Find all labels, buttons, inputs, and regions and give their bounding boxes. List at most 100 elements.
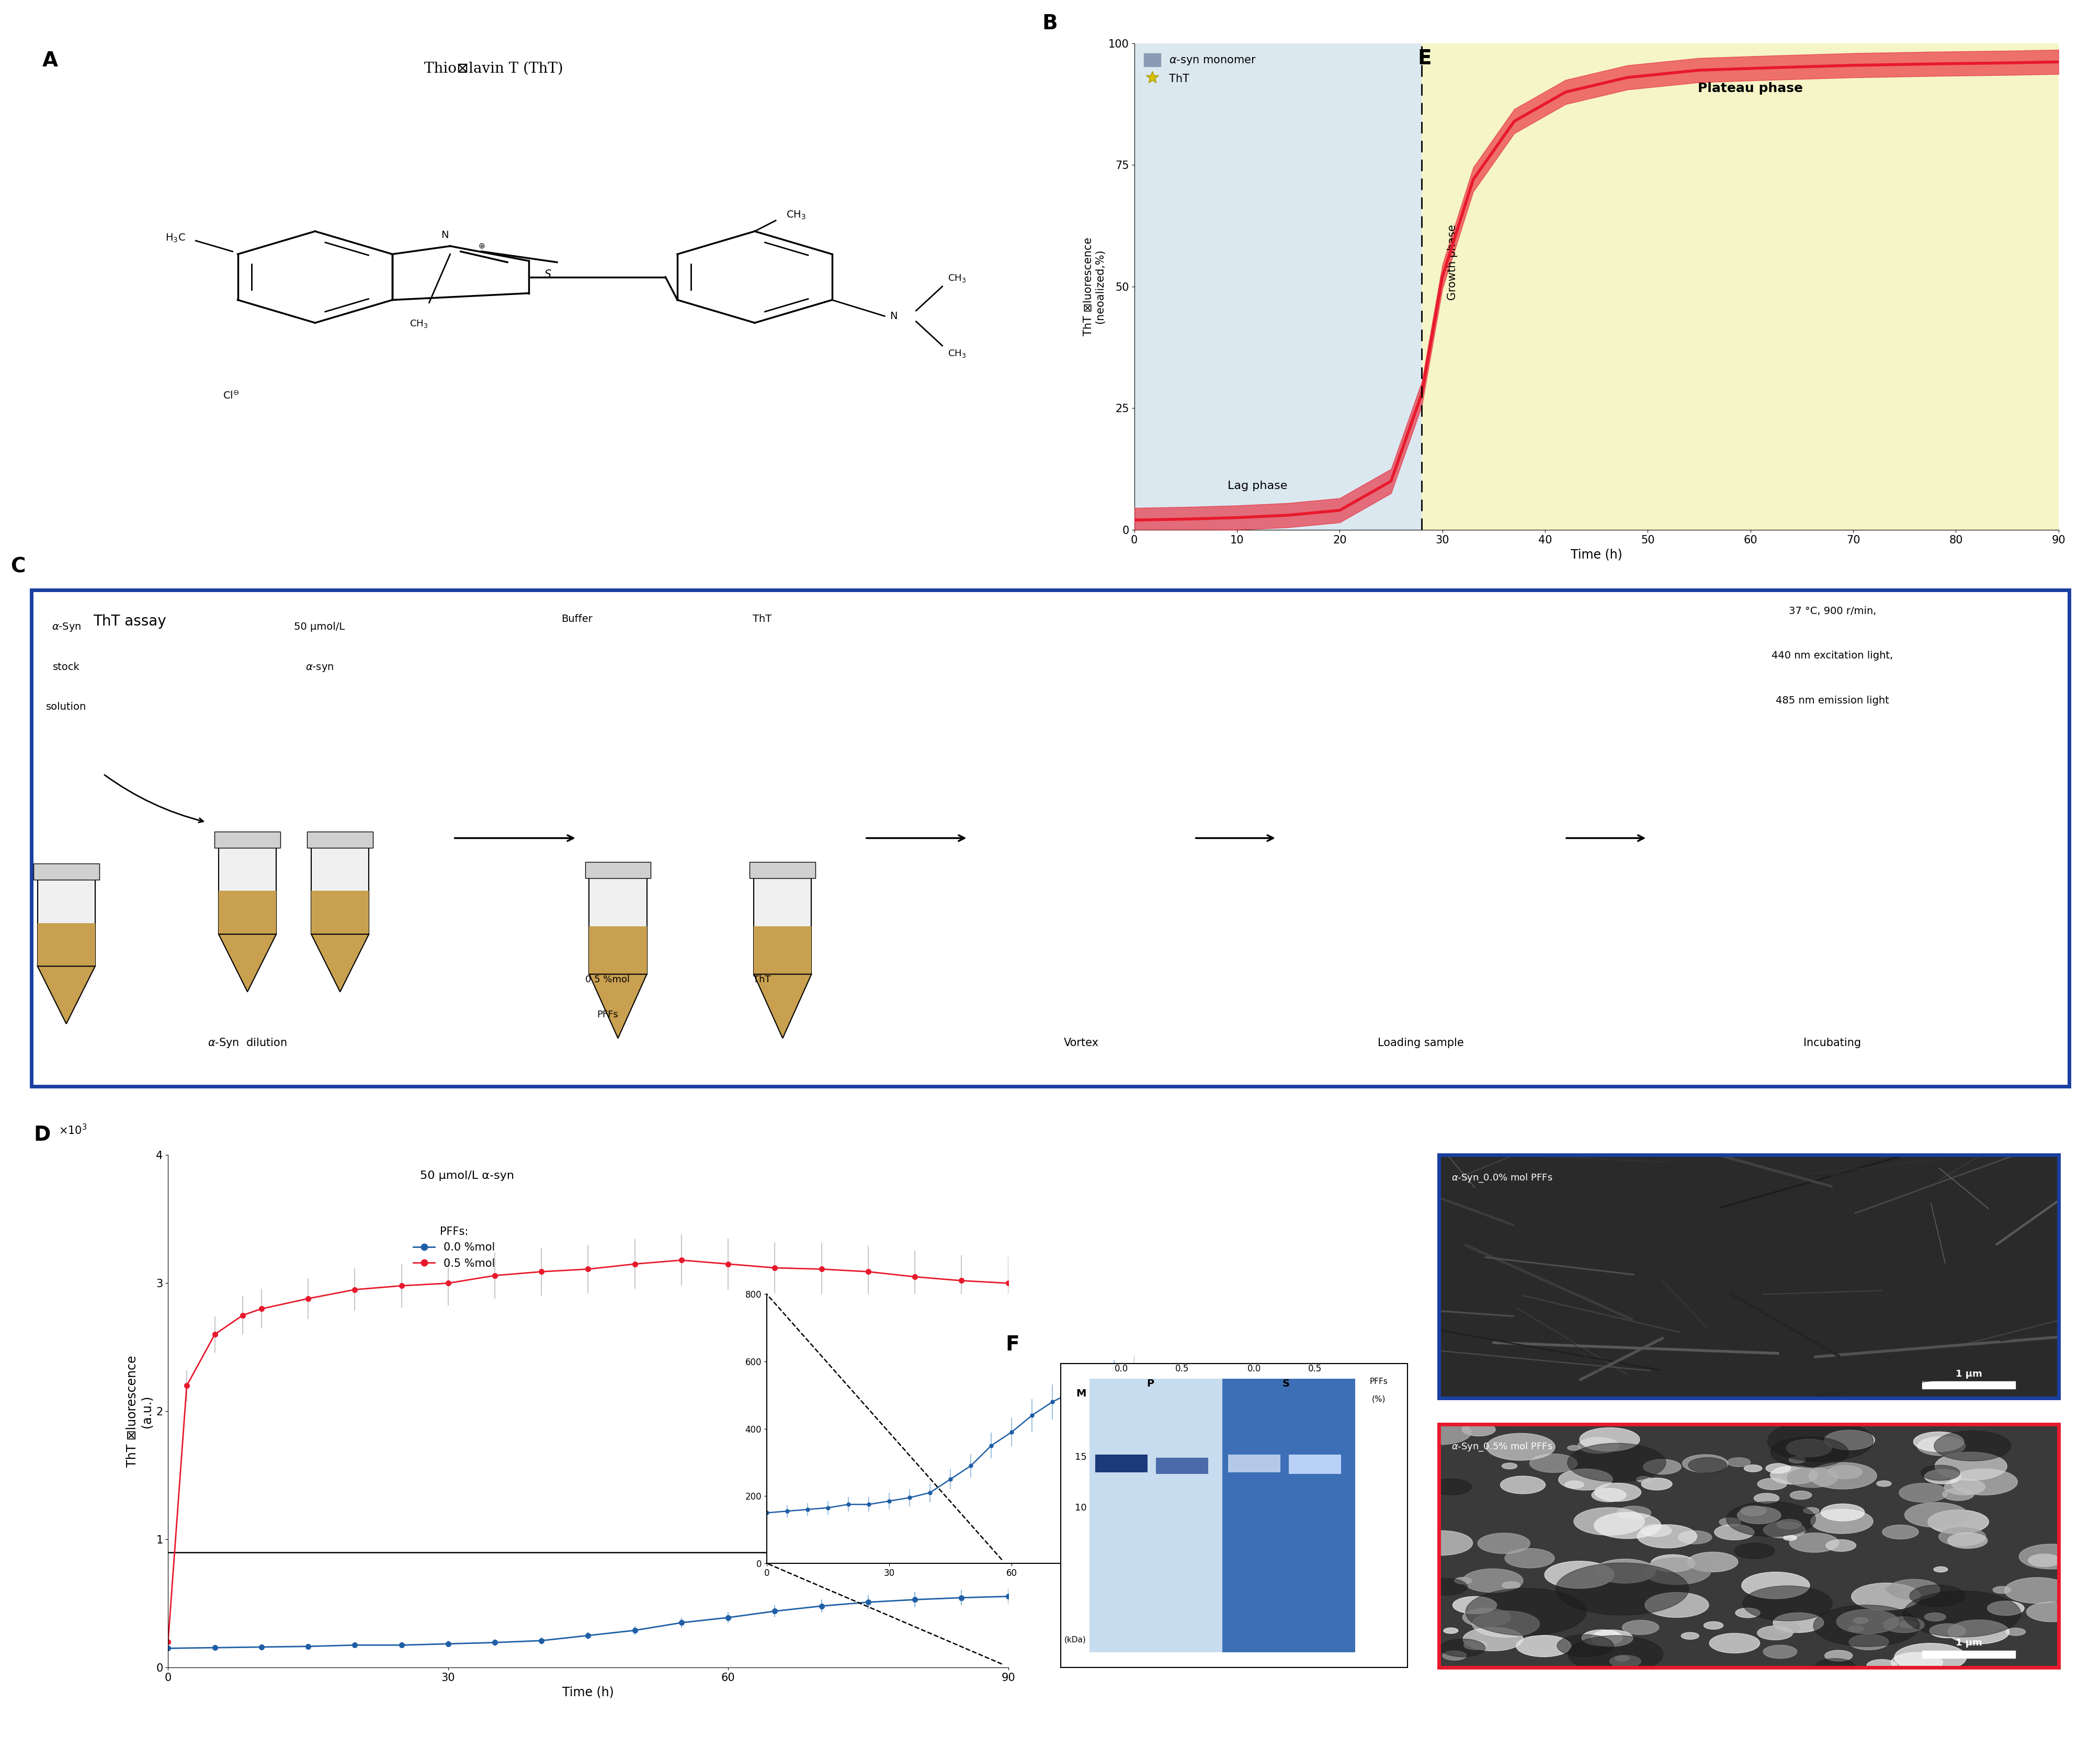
Circle shape	[1758, 1626, 1793, 1640]
FancyBboxPatch shape	[588, 926, 647, 974]
FancyBboxPatch shape	[588, 879, 647, 974]
Circle shape	[1709, 1633, 1760, 1654]
Circle shape	[1783, 1536, 1796, 1541]
Text: Thio⊠lavin T (ThT): Thio⊠lavin T (ThT)	[424, 61, 563, 76]
Circle shape	[1573, 1508, 1644, 1536]
Circle shape	[1726, 1457, 1749, 1466]
Circle shape	[1644, 1593, 1707, 1617]
Circle shape	[1462, 1628, 1522, 1650]
Circle shape	[1621, 1621, 1659, 1635]
Text: E: E	[1418, 49, 1432, 68]
Circle shape	[1487, 1433, 1554, 1461]
Text: Vortex: Vortex	[1063, 1039, 1098, 1049]
Circle shape	[1903, 1591, 2020, 1636]
Circle shape	[1772, 1612, 1823, 1633]
Circle shape	[1942, 1489, 1974, 1501]
Circle shape	[1825, 1430, 1875, 1450]
Text: B: B	[1042, 14, 1056, 33]
Circle shape	[1651, 1555, 1695, 1572]
Text: 0.0: 0.0	[1115, 1364, 1128, 1374]
Circle shape	[1741, 1506, 1766, 1516]
Circle shape	[1424, 1579, 1468, 1595]
Circle shape	[1564, 1482, 1583, 1489]
Circle shape	[1808, 1463, 1875, 1489]
Circle shape	[1615, 1655, 1630, 1661]
Circle shape	[1835, 1610, 1898, 1635]
Text: 37 °C, 900 r/min,: 37 °C, 900 r/min,	[1789, 606, 1875, 617]
Circle shape	[1703, 1622, 1722, 1629]
Text: $\times 10^3$: $\times 10^3$	[59, 1124, 88, 1136]
Text: Buffer: Buffer	[561, 615, 592, 624]
Circle shape	[1502, 1582, 1520, 1589]
FancyBboxPatch shape	[1096, 1456, 1147, 1473]
Circle shape	[1516, 1635, 1571, 1657]
Text: solution: solution	[46, 702, 86, 712]
Circle shape	[1825, 1650, 1852, 1661]
Circle shape	[1898, 1621, 1917, 1628]
Text: $\alpha$-Syn: $\alpha$-Syn	[52, 622, 82, 632]
Circle shape	[1814, 1659, 1854, 1674]
Text: H$_3$C: H$_3$C	[166, 233, 185, 243]
Circle shape	[1462, 1569, 1522, 1593]
Circle shape	[1888, 1579, 1938, 1600]
Circle shape	[1898, 1483, 1947, 1503]
Circle shape	[1636, 1476, 1651, 1482]
Circle shape	[1945, 1478, 1984, 1496]
FancyBboxPatch shape	[214, 832, 279, 848]
Circle shape	[1737, 1506, 1781, 1523]
Text: N: N	[441, 231, 449, 240]
Circle shape	[1642, 1459, 1680, 1475]
Circle shape	[1875, 1480, 1890, 1487]
Circle shape	[1894, 1643, 1966, 1671]
FancyBboxPatch shape	[311, 848, 370, 935]
Circle shape	[1947, 1532, 1987, 1548]
Circle shape	[1882, 1525, 1917, 1539]
FancyBboxPatch shape	[750, 862, 815, 879]
Circle shape	[1766, 1464, 1789, 1473]
Circle shape	[1852, 1617, 1867, 1624]
Circle shape	[1714, 1525, 1753, 1541]
FancyBboxPatch shape	[1289, 1456, 1340, 1475]
Circle shape	[1850, 1582, 1919, 1610]
Text: CH$_3$: CH$_3$	[410, 320, 428, 330]
Text: CH$_3$: CH$_3$	[785, 210, 806, 221]
FancyBboxPatch shape	[1155, 1457, 1207, 1475]
Text: (%): (%)	[1371, 1395, 1386, 1403]
Circle shape	[1636, 1525, 1697, 1548]
Circle shape	[1409, 1421, 1470, 1445]
X-axis label: Time (h): Time (h)	[563, 1687, 613, 1699]
Circle shape	[1453, 1596, 1497, 1614]
Text: 1 µm: 1 µm	[1955, 1638, 1982, 1648]
Text: 1 µm: 1 µm	[1955, 1369, 1982, 1379]
Circle shape	[1642, 1558, 1711, 1584]
Text: D: D	[34, 1126, 50, 1145]
Text: Plateau phase: Plateau phase	[1697, 82, 1802, 96]
Circle shape	[1678, 1530, 1712, 1544]
Text: F: F	[1006, 1334, 1018, 1355]
Text: 0.5: 0.5	[1308, 1364, 1321, 1374]
Circle shape	[1743, 1586, 1831, 1621]
Text: ThT: ThT	[754, 974, 771, 985]
Circle shape	[1567, 1443, 1665, 1482]
Text: S: S	[544, 269, 552, 280]
Circle shape	[1502, 1463, 1516, 1470]
Text: 0.0: 0.0	[1247, 1364, 1260, 1374]
Circle shape	[1934, 1431, 2010, 1461]
Circle shape	[1768, 1421, 1873, 1461]
Circle shape	[1886, 1586, 1900, 1593]
Circle shape	[1640, 1525, 1672, 1537]
Text: Incubating: Incubating	[1804, 1039, 1861, 1049]
Circle shape	[1409, 1530, 1472, 1555]
Circle shape	[1827, 1466, 1863, 1478]
Bar	[1134, 43, 1422, 530]
Circle shape	[1867, 1659, 1896, 1671]
Circle shape	[1770, 1466, 1816, 1483]
Circle shape	[1682, 1454, 1728, 1473]
Text: $\alpha$-Syn  dilution: $\alpha$-Syn dilution	[208, 1037, 288, 1049]
Circle shape	[1453, 1577, 1472, 1584]
Text: 50 µmol/L: 50 µmol/L	[294, 622, 344, 632]
Circle shape	[1947, 1621, 2010, 1643]
Circle shape	[1917, 1436, 1966, 1456]
Circle shape	[1848, 1635, 1888, 1650]
Circle shape	[1770, 1622, 1800, 1635]
